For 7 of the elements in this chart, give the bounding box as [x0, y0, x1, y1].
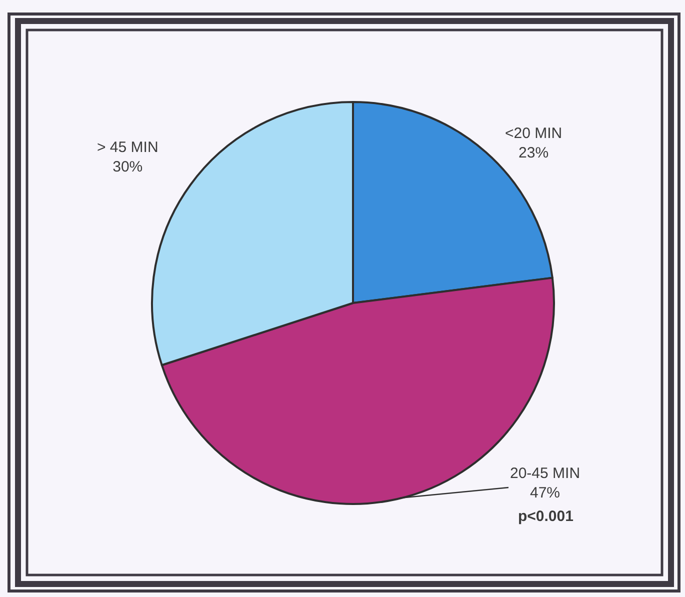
- text: p<0.001: [518, 508, 574, 525]
- data-label: 47%: [530, 484, 560, 502]
- slice-label: <20 MIN: [505, 125, 562, 142]
- data-label: 23%: [518, 144, 549, 162]
- slice-label: 20-45 MIN: [510, 465, 580, 482]
- slice-label: > 45 MIN: [97, 139, 158, 156]
- data-label: 30%: [112, 158, 143, 176]
